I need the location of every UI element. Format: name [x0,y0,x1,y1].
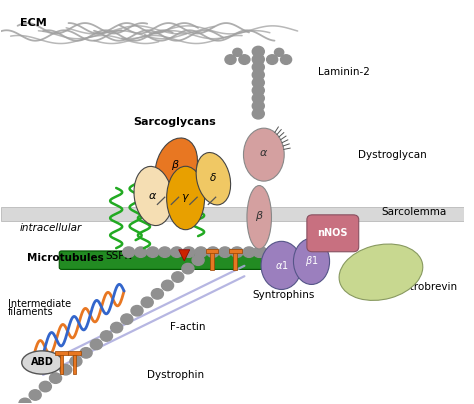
Ellipse shape [196,153,231,205]
Circle shape [243,247,255,257]
Circle shape [182,263,194,274]
Text: Syntrophins: Syntrophins [253,290,315,300]
Text: $\beta$: $\beta$ [255,209,264,223]
Circle shape [252,93,264,103]
Circle shape [147,247,159,257]
Circle shape [60,364,72,375]
FancyBboxPatch shape [59,251,272,269]
Circle shape [231,247,243,257]
Text: $\alpha$1: $\alpha$1 [274,259,288,271]
Ellipse shape [244,128,284,181]
Text: SSPN: SSPN [106,251,133,261]
Bar [228,249,242,253]
Circle shape [267,247,279,257]
Circle shape [239,55,250,64]
Bar [55,351,68,355]
Bar [60,353,64,374]
Circle shape [49,373,62,383]
Circle shape [121,314,133,324]
Circle shape [19,398,31,404]
Text: intracellular: intracellular [20,223,82,233]
Circle shape [151,289,164,299]
Circle shape [183,247,195,257]
Text: filaments: filaments [9,307,54,317]
Circle shape [225,55,236,64]
Circle shape [207,247,219,257]
Circle shape [162,280,173,290]
Circle shape [252,62,264,72]
Circle shape [255,247,267,257]
Text: $\beta$: $\beta$ [171,158,179,172]
Text: $\gamma$: $\gamma$ [181,192,190,204]
Text: $\alpha$: $\alpha$ [148,191,157,201]
Circle shape [279,247,291,257]
Text: ABD: ABD [31,358,54,368]
Circle shape [100,331,112,341]
Ellipse shape [247,185,272,249]
Circle shape [252,109,264,119]
Text: $\beta$1: $\beta$1 [305,255,318,268]
Text: F-actin: F-actin [170,322,206,332]
Ellipse shape [134,166,173,225]
Polygon shape [179,250,190,261]
Text: Sarcoglycans: Sarcoglycans [134,117,216,127]
Circle shape [252,101,264,111]
Circle shape [233,48,242,56]
Text: $\alpha$: $\alpha$ [259,148,268,158]
Ellipse shape [261,241,302,290]
Text: Microtubules: Microtubules [27,253,104,263]
Circle shape [159,247,171,257]
Ellipse shape [293,238,329,284]
Circle shape [252,69,264,80]
Circle shape [192,255,204,265]
Circle shape [281,55,292,64]
Circle shape [171,247,183,257]
Text: Intermediate: Intermediate [9,299,72,309]
Circle shape [274,48,284,56]
Circle shape [252,85,264,96]
Text: Dystrobrevin: Dystrobrevin [390,282,457,292]
Ellipse shape [155,138,198,196]
Ellipse shape [167,166,205,230]
Text: nNOS: nNOS [318,228,348,238]
Circle shape [219,247,231,257]
Circle shape [80,348,92,358]
Circle shape [90,339,102,349]
Circle shape [110,322,123,333]
Text: $\delta$: $\delta$ [209,171,217,183]
Circle shape [266,55,278,64]
FancyBboxPatch shape [307,215,359,252]
Text: ECM: ECM [20,19,46,28]
Bar [73,353,76,374]
Circle shape [252,46,264,57]
Circle shape [39,381,51,392]
Circle shape [123,247,135,257]
Text: Sarcolemma: Sarcolemma [381,206,446,217]
Circle shape [253,247,265,257]
Circle shape [172,272,184,282]
Bar [206,249,219,253]
Bar [1,207,464,221]
Circle shape [135,247,147,257]
Ellipse shape [339,244,423,301]
Circle shape [70,356,82,366]
Bar [68,351,81,355]
Circle shape [29,390,41,400]
Ellipse shape [22,351,63,374]
Text: Dystroglycan: Dystroglycan [358,149,427,160]
Text: Laminin-2: Laminin-2 [319,67,370,77]
Bar [233,250,237,270]
Circle shape [195,247,207,257]
Circle shape [252,54,264,65]
Bar [210,250,214,270]
Circle shape [131,305,143,316]
Circle shape [252,78,264,88]
Circle shape [141,297,153,307]
Text: Dystrophin: Dystrophin [147,370,204,380]
